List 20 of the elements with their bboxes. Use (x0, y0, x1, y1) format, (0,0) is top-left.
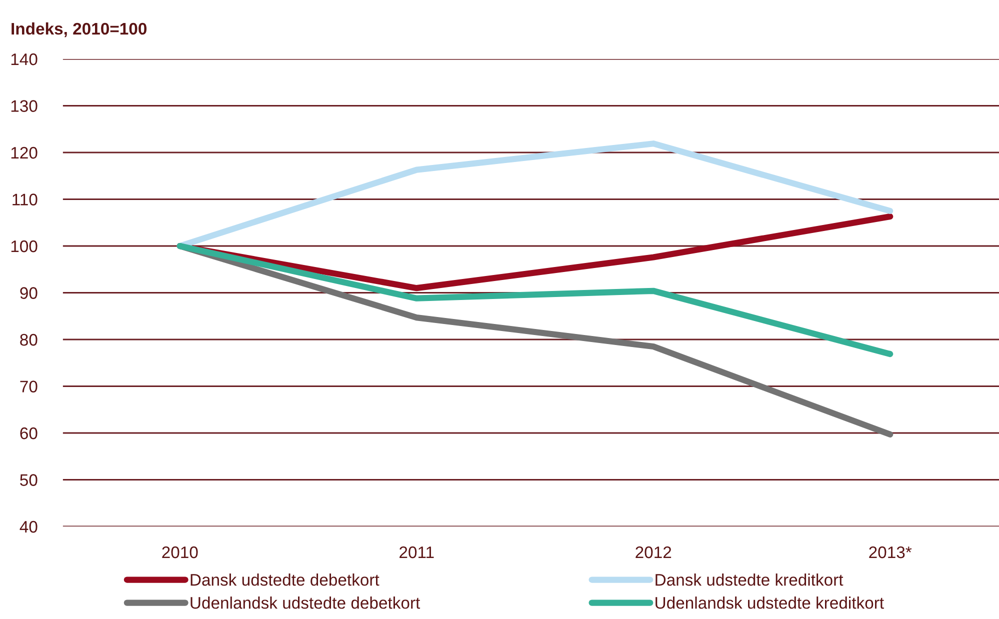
legend-label: Dansk udstedte debetkort (190, 574, 380, 586)
y-tick-label: 90 (20, 287, 38, 299)
x-tick-label: 2010 (162, 546, 198, 558)
y-tick-label: 110 (12, 194, 38, 206)
y-axis-title: Indeks, 2010=100 (12, 22, 147, 38)
y-tick-label: 60 (20, 427, 38, 440)
x-tick-label: 2011 (400, 546, 434, 558)
y-tick-label: 100 (11, 240, 38, 252)
y-tick-label: 40 (20, 520, 38, 533)
y-tick-label: 70 (20, 380, 38, 392)
x-tick-label: 2013* (869, 546, 912, 558)
legend-label: Dansk udstedte kreditkort (656, 574, 844, 586)
legend-label: Udenlandsk udstedte debetkort (190, 596, 420, 609)
x-tick-label: 2012 (636, 546, 672, 558)
y-tick-label: 130 (11, 100, 38, 112)
y-tick-label: 140 (11, 53, 38, 66)
y-tick-label: 120 (11, 146, 38, 159)
legend-label: Udenlandsk udstedte kreditkort (656, 596, 884, 609)
y-tick-label: 80 (20, 334, 38, 346)
y-tick-label: 50 (20, 474, 38, 486)
